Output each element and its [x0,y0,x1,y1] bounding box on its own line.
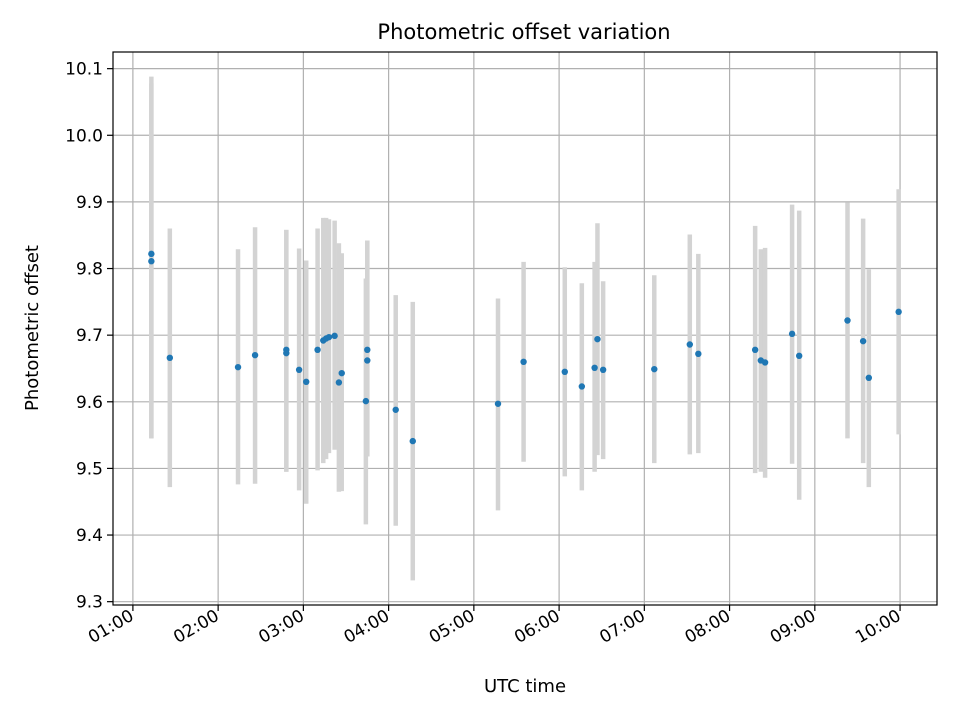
x-tick-label: 02:00 [170,606,222,648]
data-point [283,346,290,354]
y-tick-label: 10.1 [65,60,103,80]
y-tick-label: 10.0 [65,126,103,146]
plot-frame [112,51,938,606]
data-point [409,437,416,445]
x-tick-label: 05:00 [426,606,478,648]
x-tick-label: 09:00 [767,606,819,648]
data-point [364,357,371,364]
data-point [761,359,769,366]
data-point [392,406,399,413]
data-point [335,379,343,386]
data-point [578,383,586,390]
x-tick-label: 06:00 [511,606,563,648]
data-point [859,337,867,345]
data-point [844,317,851,324]
y-tick-label: 9.3 [76,593,103,613]
data-point [234,363,242,371]
data-point [148,258,155,265]
x-tick-label: 07:00 [596,606,648,648]
data-point [591,364,598,372]
data-point [686,341,693,348]
y-axis-label: Photometric offset [22,245,43,411]
data-point [795,352,803,360]
data-point [561,368,568,376]
y-tick-label: 9.8 [76,260,103,280]
data-point [295,366,303,374]
data-point [695,350,702,358]
data-point [362,397,370,405]
data-point [325,333,333,341]
data-point [520,358,527,366]
y-tick-label: 9.5 [76,459,103,479]
data-point [651,365,658,373]
data-points [148,250,902,445]
x-tick-label: 04:00 [341,606,393,648]
data-point [751,346,759,354]
data-point [364,346,371,354]
data-point [865,374,873,382]
data-point [251,351,259,359]
x-tick-label: 10:00 [852,606,904,648]
y-axis-ticks: 9.3 9.4 9.5 9.6 9.7 9.8 9.9 10.0 10.1 [65,60,113,613]
data-point [895,308,902,316]
data-point [148,250,155,258]
data-point [314,346,321,354]
data-point [166,354,174,362]
y-tick-label: 9.9 [76,193,103,213]
y-tick-label: 9.7 [76,326,103,346]
error-bars [149,76,901,581]
data-point [303,378,310,386]
data-point [494,400,502,407]
data-point [338,369,345,377]
data-point [331,332,338,340]
data-point [599,366,607,374]
data-point [788,330,796,338]
y-tick-label: 9.6 [76,393,103,413]
x-axis-ticks: 01:00 02:00 03:00 04:00 05:00 06:00 07:00 08:00… [85,605,905,648]
y-tick-label: 9.4 [76,526,103,546]
x-tick-label: 03:00 [255,606,307,648]
chart-title: Photometric offset variation [377,20,670,44]
x-axis-label: UTC time [484,676,566,697]
data-point [594,335,601,343]
x-tick-label: 08:00 [682,606,734,648]
